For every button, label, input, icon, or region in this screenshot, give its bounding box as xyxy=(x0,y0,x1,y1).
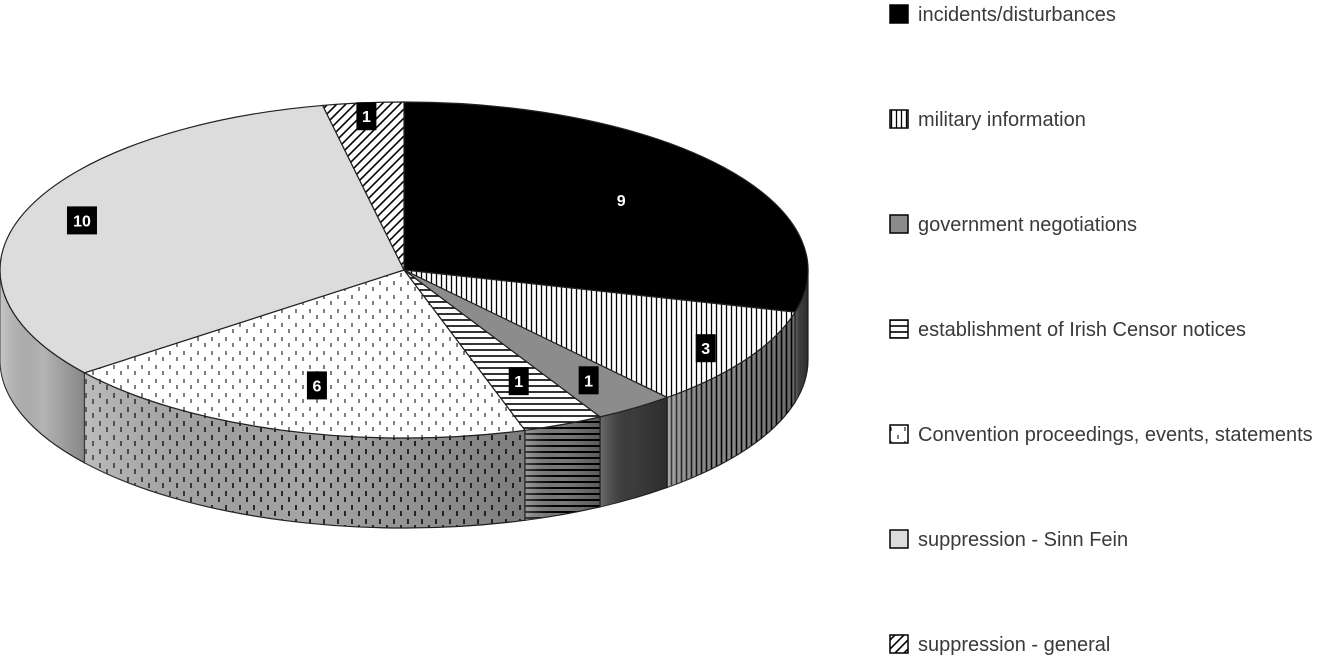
data-label-2: 3 xyxy=(701,341,710,358)
legend-swatch-5 xyxy=(889,424,909,444)
legend-swatch-1 xyxy=(889,4,909,24)
legend-swatch-6 xyxy=(889,529,909,549)
legend-label-4: establishment of Irish Censor notices xyxy=(918,319,1246,341)
legend-swatch-2 xyxy=(889,109,909,129)
data-label-1: 9 xyxy=(617,193,626,210)
pie-side-shade-5 xyxy=(84,372,525,529)
legend-label-2: military information xyxy=(918,109,1086,131)
data-label-6: 10 xyxy=(73,213,91,230)
data-label-box-2 xyxy=(695,334,716,363)
legend-swatch-4 xyxy=(889,319,909,339)
data-label-3: 1 xyxy=(584,373,593,390)
pie-slice-1 xyxy=(403,101,809,313)
data-label-box-4 xyxy=(508,367,529,396)
pie-slice-5 xyxy=(83,269,527,439)
pie-slice-6 xyxy=(0,104,405,374)
pie-side-shade-6 xyxy=(0,270,85,463)
legend-label-6: suppression - Sinn Fein xyxy=(918,529,1128,551)
pie-body xyxy=(0,101,809,529)
pie-side-shade-4 xyxy=(524,416,601,521)
pie-slice-2 xyxy=(403,269,797,399)
legend-label-5: Convention proceedings, events, statemen… xyxy=(918,424,1313,446)
legend-label-1: incidents/disturbances xyxy=(918,4,1116,26)
legend-swatch-3 xyxy=(889,214,909,234)
data-label-5: 6 xyxy=(312,378,321,395)
legend-label-3: government negotiations xyxy=(918,214,1137,236)
data-label-box-7 xyxy=(356,102,377,131)
pie-side-shade-3 xyxy=(600,397,668,507)
data-label-4: 1 xyxy=(514,374,523,391)
legend-label-7: suppression - general xyxy=(918,634,1110,656)
pie-side-shade-2 xyxy=(667,312,796,488)
pie-side-shade-1 xyxy=(795,270,808,403)
data-label-box-6 xyxy=(66,206,97,235)
data-label-7: 1 xyxy=(362,109,371,126)
data-labels: 9 3 1 1 6 10 1 xyxy=(66,102,716,400)
data-label-box-5 xyxy=(306,371,327,400)
data-label-box-3 xyxy=(578,366,599,395)
legend-swatch-7 xyxy=(889,634,909,654)
legend: incidents/disturbances military informati… xyxy=(889,4,1313,656)
